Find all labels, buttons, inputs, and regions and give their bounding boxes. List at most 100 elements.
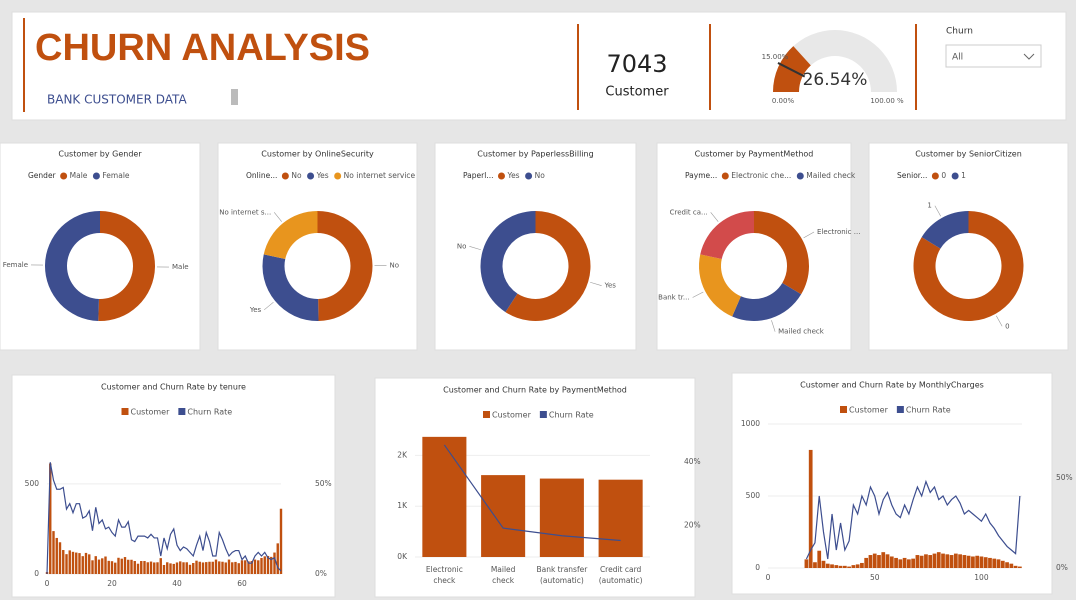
x-tick-label: 0 (766, 573, 771, 582)
line (46, 462, 282, 575)
legend-entry: Electronic che... (731, 171, 791, 180)
legend-entry: Customer (849, 406, 889, 415)
bar (94, 556, 97, 574)
bar (988, 557, 992, 568)
slicer-dropdown[interactable] (945, 44, 1042, 68)
bar (539, 478, 584, 557)
bar (55, 537, 58, 574)
bar (250, 561, 253, 574)
bar (817, 550, 822, 568)
bar (911, 558, 916, 568)
legend-title: Paperl... (463, 171, 493, 180)
legend-title: Gender (28, 171, 57, 180)
bar (881, 552, 886, 568)
leader-line (692, 291, 704, 298)
bar (127, 559, 130, 574)
slicer-label: Churn (946, 27, 973, 37)
bar (104, 556, 107, 574)
legend-entry: Churn Rate (549, 411, 594, 420)
leader-line (273, 212, 282, 222)
bar (221, 561, 224, 574)
bar (211, 561, 214, 574)
bar (808, 449, 813, 568)
bar (140, 561, 143, 574)
leader-line (264, 301, 274, 311)
bar (257, 560, 260, 574)
bar (598, 479, 643, 557)
bar (971, 556, 975, 568)
bar (885, 554, 890, 568)
bar (422, 436, 467, 557)
leader-line (469, 246, 481, 251)
kpi-label: Customer (605, 85, 669, 100)
bar (182, 562, 185, 574)
bar (175, 562, 179, 574)
bar (136, 563, 140, 574)
slice-label: Yes (604, 282, 617, 290)
y2-tick-label: 0% (315, 569, 327, 578)
slice-label: Yes (249, 306, 262, 314)
legend-swatch (896, 406, 904, 413)
slice-label: Bank tr... (658, 294, 689, 302)
donut-slice (913, 211, 1024, 321)
bar (1013, 565, 1018, 568)
bar (877, 555, 881, 568)
slice-label: Male (172, 263, 189, 271)
legend-swatch (92, 172, 100, 180)
bar (834, 565, 839, 568)
bar (907, 559, 911, 568)
bar (52, 531, 55, 574)
bar (97, 559, 101, 574)
y2-tick-label: 40% (684, 457, 701, 466)
legend-swatch (525, 172, 533, 180)
legend-swatch (307, 172, 315, 180)
bar (813, 562, 817, 568)
bar (156, 562, 159, 574)
donut-slice (263, 211, 318, 260)
y-tick-label: 2K (397, 450, 408, 459)
bar (481, 475, 526, 557)
legend-entry: No (291, 171, 302, 180)
bar (169, 563, 172, 574)
bar (101, 558, 104, 574)
x-tick-label: 20 (107, 579, 117, 588)
legend-entry: 1 (961, 171, 966, 180)
bar (860, 562, 864, 568)
y-tick-label: 500 (25, 479, 40, 488)
bar (84, 552, 88, 574)
legend-entry: 0 (941, 171, 946, 180)
slice-label: No (457, 242, 467, 250)
y-tick-label: 0K (397, 552, 408, 561)
y2-tick-label: 0% (1056, 563, 1068, 572)
bar (1005, 562, 1009, 568)
chart-title: Customer by PaperlessBilling (477, 150, 593, 159)
slicer-value: All (952, 53, 963, 63)
legend-title: Senior... (897, 171, 927, 180)
bar (247, 561, 250, 574)
bar (75, 552, 78, 574)
bar (114, 562, 117, 574)
bar (65, 554, 68, 574)
x-tick-label: 50 (870, 573, 880, 582)
legend-swatch (281, 172, 289, 180)
bar (208, 561, 211, 574)
line (443, 444, 621, 542)
x-tick-label: Credit card (automatic) (599, 565, 643, 585)
bar (949, 555, 954, 568)
leader-line (710, 212, 719, 222)
y2-tick-label: 50% (1056, 473, 1073, 482)
donut-slice (700, 211, 754, 260)
bar (915, 555, 920, 568)
legend-entry: No (535, 171, 546, 180)
gauge-target-label: 15.00% (762, 53, 789, 61)
bar (842, 565, 847, 568)
bar (804, 559, 809, 568)
bar (936, 552, 941, 568)
chart-title: Customer by OnlineSecurity (261, 150, 374, 159)
x-tick-label: 60 (237, 579, 247, 588)
bar (1009, 563, 1014, 568)
bar (928, 555, 933, 568)
legend-entry: Churn Rate (906, 406, 951, 415)
x-tick-label: Electronic check (426, 565, 463, 585)
bar (821, 560, 826, 568)
